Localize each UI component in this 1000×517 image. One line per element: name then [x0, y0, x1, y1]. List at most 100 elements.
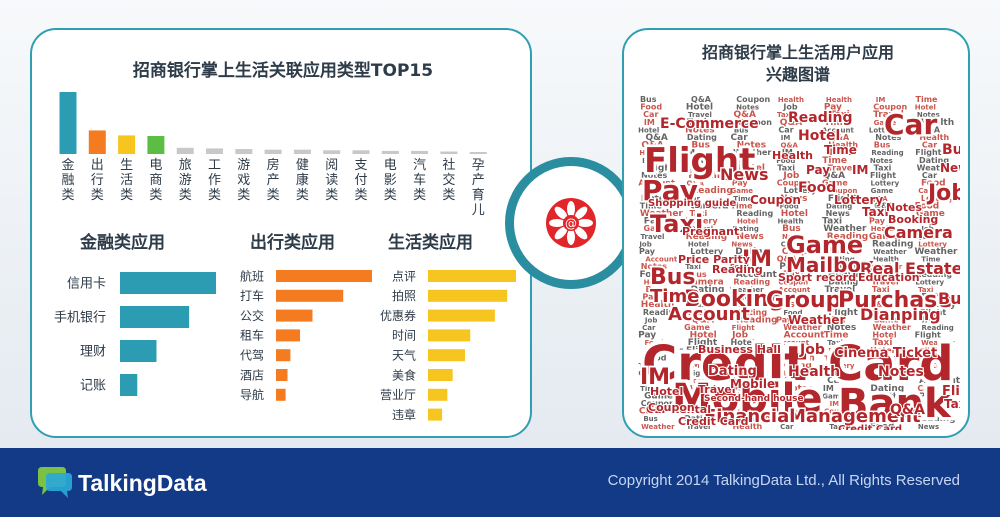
wordcloud-word: IM	[742, 247, 772, 272]
wordcloud-filler-word: News	[826, 209, 851, 218]
wordcloud-filler-word: Hotel	[870, 346, 894, 355]
wordcloud-filler-word: Car	[922, 141, 937, 150]
wordcloud-filler-word: Lottery	[921, 194, 955, 203]
wordcloud-filler-word: Time	[824, 331, 849, 341]
wordcloud-filler-word: IM	[921, 315, 933, 325]
copyright-text: Copyright 2014 TalkingData Ltd., All Rig…	[607, 472, 960, 489]
wordcloud-word: Booking	[888, 213, 938, 226]
wordcloud-word-halo: News	[720, 165, 769, 184]
wordcloud-word-halo: Notes	[878, 364, 924, 380]
wordcloud-filler-word: Flight	[732, 324, 756, 332]
wordcloud-filler-word: Lottery	[685, 217, 719, 226]
wordcloud-word-halo: Cinema Ticket	[834, 346, 937, 361]
right-panel-title-line1: 招商银行掌上生活用户应用	[701, 43, 894, 62]
wordcloud-word: Notes	[886, 201, 922, 214]
wordcloud-filler-word: IM	[730, 408, 740, 416]
wordcloud-filler-word: Taxi	[830, 110, 850, 120]
wordcloud-word: Bus	[650, 265, 696, 290]
wordcloud-filler-word: Car	[922, 171, 937, 180]
top15-category-label: 阅读类	[325, 158, 338, 203]
wordcloud-filler-word: Lottery	[784, 186, 818, 195]
wordcloud-filler-word: Job	[638, 240, 651, 248]
wordcloud-filler-word: Lottery	[870, 180, 899, 188]
wordcloud-word: Travel	[698, 383, 736, 396]
left-charts: 金融类 出行类 生活类 电商类 旅游类 工作类 游戏类 房产类 健康类 阅读类 支付类 电影类 汽车类 社…	[54, 92, 516, 422]
wordcloud-filler-word: IM	[781, 134, 791, 142]
subchart-bar	[120, 272, 216, 294]
wordcloud-filler-word: Game	[874, 119, 897, 127]
wordcloud-word: Dianping	[860, 305, 941, 324]
wordcloud-word: Car	[884, 108, 937, 141]
wordcloud-filler-word: Lottery	[869, 126, 898, 134]
wordcloud-filler-word: Q&A	[823, 315, 845, 325]
top15-category-label: 工作类	[208, 158, 221, 203]
wordcloud-filler-word: Taxi	[822, 217, 842, 227]
wordcloud-filler-word: Q&A	[780, 118, 802, 128]
wordcloud-word: Q&A	[890, 402, 925, 418]
wordcloud-word: IM	[852, 163, 868, 177]
wordcloud-filler-word: IM	[736, 361, 748, 371]
wordcloud-word: Camera	[884, 223, 953, 242]
wordcloud-filler-word: Weather	[873, 323, 911, 332]
wordcloud-filler-word: Pay	[919, 391, 936, 400]
top15-category-label: 旅游类	[179, 158, 192, 203]
wordcloud-filler-word: Taxi	[687, 118, 707, 128]
wordcloud-word-halo: Reading	[712, 263, 763, 276]
wordcloud-filler-word: Weather	[691, 407, 735, 417]
wordcloud-filler-word: Time	[731, 201, 754, 210]
wordcloud-filler-word: Food	[921, 179, 946, 189]
subchart-title: 金融类应用	[79, 232, 165, 253]
top15-category-label: 健康类	[296, 158, 309, 203]
wordcloud-filler-word: Notes	[737, 141, 766, 151]
wordcloud-filler-word: Dating	[684, 414, 714, 423]
wordcloud-word-halo: Reading	[788, 110, 853, 126]
top15-category-label: 支付类	[354, 158, 367, 203]
top15-bar	[293, 149, 311, 154]
wordcloud-filler-word: Notes	[875, 133, 901, 142]
wordcloud-word: Credit	[642, 336, 807, 392]
top15-category-label: 房产类	[267, 157, 280, 203]
wordcloud-filler-word: Pay	[779, 262, 797, 272]
wordcloud-word-halo: IM	[852, 163, 868, 177]
subchart-category-label: 时间	[392, 329, 416, 343]
wordcloud-filler-word: Reading	[736, 315, 777, 325]
wordcloud-filler-word: Flight	[870, 171, 896, 180]
wordcloud-filler-word: Time	[736, 255, 761, 265]
wordcloud-filler-word: Car	[687, 195, 701, 203]
wordcloud-filler-word: Game	[644, 391, 673, 401]
wordcloud-filler-word: Pay	[644, 217, 662, 227]
wordcloud-filler-word: Reading	[871, 149, 903, 157]
wordcloud-filler-word: Bus	[643, 415, 658, 423]
wordcloud-filler-word: News	[780, 194, 807, 204]
wordcloud-filler-word: Time	[685, 256, 704, 264]
wordcloud-filler-word: Flight	[915, 331, 941, 340]
wordcloud-filler-word: Game	[873, 315, 899, 324]
wordcloud-word-halo: Pay	[806, 163, 830, 177]
wordcloud-filler-word: Notes	[917, 111, 940, 119]
wordcloud-word-halo: Food	[798, 180, 836, 196]
wordcloud-filler-word: Notes	[784, 384, 813, 394]
wordcloud-filler-word: Coupon	[875, 370, 905, 378]
wordcloud-filler-word: Car	[918, 187, 932, 195]
wordcloud-filler-word: Q&A	[869, 293, 891, 303]
wordcloud-word: Mobile	[672, 376, 822, 422]
subchart-category-label: 打车	[240, 288, 264, 303]
wordcloud-word: Time	[650, 286, 699, 307]
wordcloud-filler-word: Hotel	[686, 103, 713, 113]
wordcloud-filler-word: Car	[638, 370, 652, 378]
wordcloud-filler-word: Lottery	[731, 171, 765, 180]
subchart-bar	[428, 369, 453, 381]
wordcloud-word-halo: Game	[786, 231, 863, 259]
wordcloud-word-halo: News	[940, 161, 960, 175]
wordcloud-filler-word: Dating	[733, 225, 759, 233]
wordcloud-filler-word: Bus	[776, 300, 795, 310]
wordcloud-filler-word: Travel	[825, 285, 856, 295]
wordcloud-word-halo: Notes	[886, 201, 922, 214]
wordcloud-filler-word: Health	[777, 218, 803, 226]
talkingdata-logo-icon	[38, 467, 72, 498]
subchart-category-label: 酒店	[240, 368, 264, 382]
wordcloud-filler-word: Car	[731, 133, 749, 143]
wordcloud-filler-word: Lottery	[915, 278, 944, 286]
wordcloud-filler-word: Weather	[731, 400, 765, 408]
wordcloud-filler-word: Food	[870, 422, 895, 430]
